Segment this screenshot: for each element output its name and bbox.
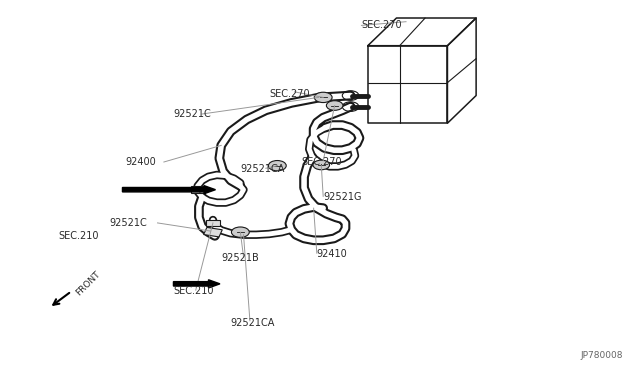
Text: 92410: 92410 <box>317 249 348 259</box>
Text: 92521G: 92521G <box>323 192 362 202</box>
Bar <box>206 219 220 226</box>
Bar <box>191 186 205 193</box>
Circle shape <box>313 160 330 170</box>
Text: 92521CA: 92521CA <box>241 164 285 174</box>
FancyArrow shape <box>122 186 216 194</box>
FancyArrow shape <box>173 280 220 288</box>
Text: 92521C: 92521C <box>173 109 211 119</box>
Circle shape <box>268 161 286 171</box>
Circle shape <box>314 92 332 103</box>
Text: 92521C: 92521C <box>109 218 147 228</box>
Text: 92521B: 92521B <box>221 253 259 263</box>
Text: SEC.270: SEC.270 <box>362 20 402 31</box>
Circle shape <box>326 101 343 110</box>
Text: JP780008: JP780008 <box>580 350 623 359</box>
Bar <box>204 227 222 237</box>
Text: SEC.210: SEC.210 <box>173 286 214 296</box>
Text: FRONT: FRONT <box>75 270 102 298</box>
Text: SEC.270: SEC.270 <box>301 157 342 167</box>
Text: SEC.270: SEC.270 <box>269 89 310 99</box>
Text: 92400: 92400 <box>125 157 156 167</box>
Circle shape <box>232 227 249 237</box>
Text: 92521CA: 92521CA <box>231 318 275 328</box>
Text: SEC.210: SEC.210 <box>59 231 99 241</box>
